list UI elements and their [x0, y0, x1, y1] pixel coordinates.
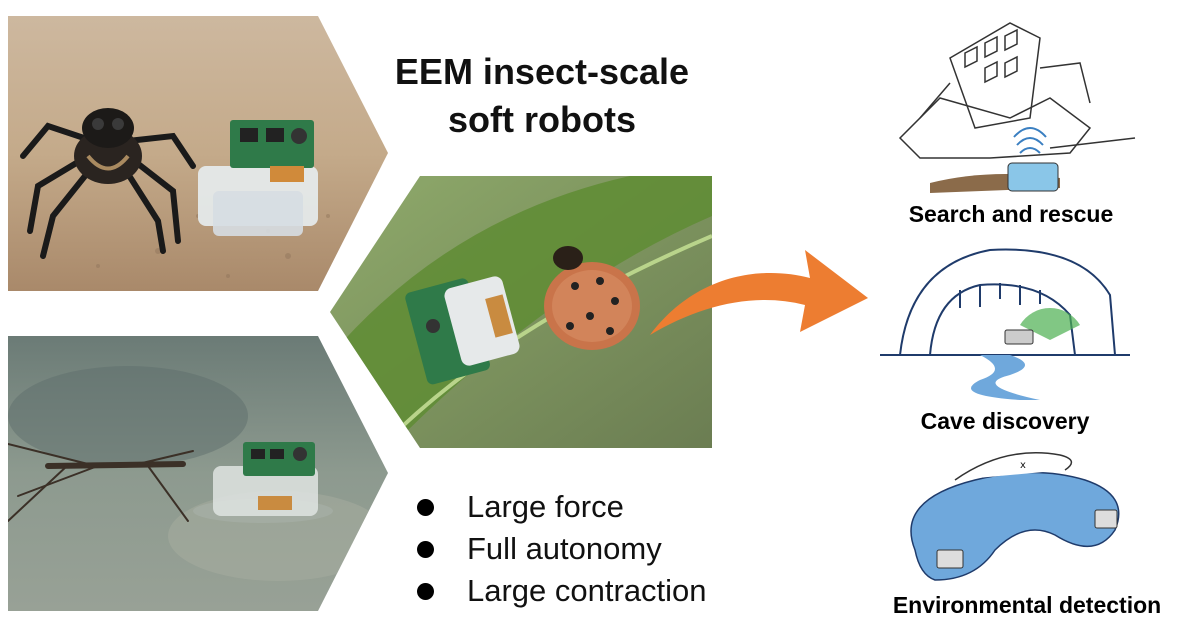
- feature-item: Large contraction: [415, 570, 707, 612]
- water-strider-icon: [8, 443, 194, 522]
- bullet-icon: [417, 541, 434, 558]
- robot-icon: [405, 276, 520, 385]
- photo-spider-robot: [8, 16, 388, 291]
- figure-title: EEM insect-scale soft robots: [372, 48, 712, 144]
- photo-leaf-larva-robot: [330, 176, 712, 448]
- cave-icon: [880, 248, 1130, 400]
- building-icon: [898, 22, 1136, 193]
- application-label: Cave discovery: [920, 408, 1090, 434]
- bullet-icon: [417, 499, 434, 516]
- feature-list: Large force Full autonomy Large contract…: [415, 486, 707, 612]
- feature-item: Large force: [415, 486, 707, 528]
- application-label: Search and rescue: [908, 201, 1114, 227]
- feature-item: Full autonomy: [415, 528, 707, 570]
- robot-icon: [198, 120, 318, 236]
- bullet-icon: [417, 583, 434, 600]
- river-icon: x: [910, 452, 1120, 581]
- beetle-larva-icon: [544, 246, 640, 350]
- svg-text:x: x: [1020, 460, 1026, 471]
- spider-icon: [20, 108, 196, 259]
- photo-water-strider-robot: [8, 336, 388, 611]
- application-label: Environmental detection: [892, 592, 1162, 618]
- river-icon: [971, 355, 1040, 400]
- title-line-1: EEM insect-scale: [394, 51, 690, 92]
- title-line-2: soft robots: [448, 99, 636, 140]
- arrow-icon: [650, 250, 868, 335]
- robot-icon: [193, 442, 333, 523]
